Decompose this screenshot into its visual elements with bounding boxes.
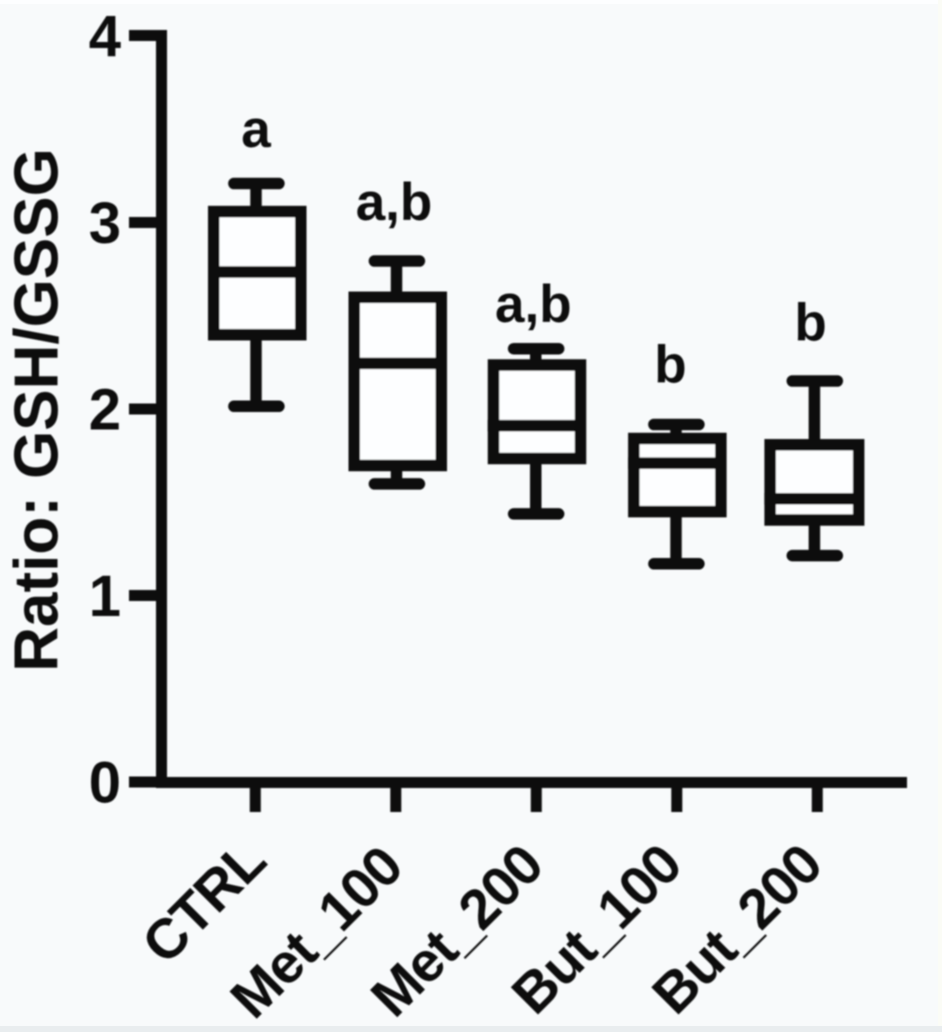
svg-text:2: 2 (89, 378, 121, 443)
svg-text:b: b (654, 336, 686, 395)
svg-text:3: 3 (89, 191, 121, 256)
svg-text:b: b (794, 294, 826, 353)
svg-text:Ratio: GSH/GSSG: Ratio: GSH/GSSG (3, 148, 72, 672)
svg-text:1: 1 (89, 564, 121, 629)
svg-text:a: a (241, 100, 271, 159)
svg-text:a,b: a,b (356, 173, 433, 232)
svg-text:0: 0 (89, 751, 121, 816)
svg-text:4: 4 (89, 4, 121, 69)
svg-text:a,b: a,b (495, 275, 572, 334)
